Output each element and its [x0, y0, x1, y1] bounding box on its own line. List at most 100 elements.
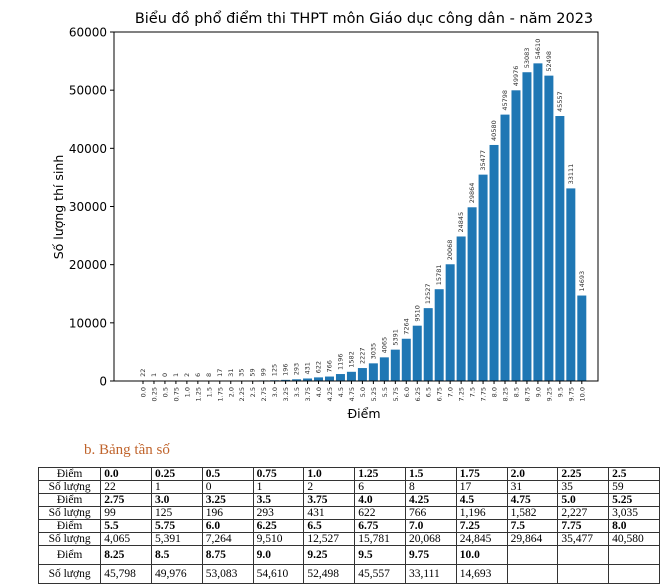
x-tick-label: 8.5	[512, 387, 520, 397]
count-cell	[608, 564, 660, 584]
bar	[390, 349, 400, 381]
count-cell: 99	[100, 506, 152, 520]
bar	[467, 207, 477, 381]
frequency-table: Điểm 0.0 0.25 0.5 0.75 1.0 1.25 1.5 1.75 2.0 2.25 2…	[37, 467, 660, 584]
count-cell: 766	[404, 506, 457, 520]
x-tick-label: 1.75	[216, 387, 224, 401]
x-tick-label: 4.25	[326, 387, 334, 401]
bar	[511, 90, 521, 381]
bar	[292, 379, 302, 381]
bar	[456, 236, 466, 381]
bar-value-label: 7264	[402, 318, 410, 335]
bar-value-label: 6	[194, 373, 202, 377]
count-cell: 622	[354, 506, 406, 520]
bar-value-label: 293	[293, 363, 301, 375]
count-cell: 2,227	[557, 506, 610, 520]
count-cell: 53,083	[201, 564, 254, 584]
bar-value-label: 59	[249, 368, 257, 376]
bar-value-label: 431	[304, 362, 312, 374]
count-row: Số lượng 45,798 49,976 53,083 54,610 52,498 45…	[37, 564, 660, 584]
y-axis-label: Số lượng thí sinh	[51, 155, 66, 260]
bar-value-label: 29864	[468, 183, 476, 204]
plot-frame	[113, 31, 599, 382]
bar-value-label: 24845	[457, 212, 465, 233]
x-tick-label: 9.5	[556, 387, 564, 397]
count-cell: 6	[354, 480, 406, 494]
score-cell: 5.5	[100, 519, 152, 533]
x-tick-label: 5.0	[359, 387, 367, 397]
count-cell: 125	[151, 506, 203, 520]
score-cell: 4.25	[404, 493, 457, 507]
count-cell: 196	[201, 506, 254, 520]
score-cell: 6.5	[303, 519, 356, 533]
bar	[324, 376, 334, 381]
x-tick-label: 9.25	[545, 387, 553, 401]
count-row: Số lượng 22 1 0 1 2 6 8 17 31 35 59	[37, 480, 660, 494]
count-cell: 31	[506, 480, 559, 494]
score-cell: 9.5	[354, 545, 406, 565]
count-cell: 20,068	[404, 532, 457, 546]
x-tick-label: 1.5	[205, 387, 213, 397]
score-row: Điểm 2.75 3.0 3.25 3.5 3.75 4.0 4.25 4.5 4.75 5.0 5…	[37, 493, 660, 507]
bar-value-label: 766	[325, 360, 333, 372]
count-row: Số lượng 99 125 196 293 431 622 766 1,196 1,582 2,…	[37, 506, 660, 520]
score-cell: 4.75	[506, 493, 559, 507]
x-tick-label: 1.25	[194, 387, 202, 401]
score-cell: 1.25	[354, 467, 406, 481]
count-cell: 0	[201, 480, 254, 494]
x-tick-label: 7.0	[447, 387, 455, 397]
score-cell	[557, 545, 610, 565]
score-cell: 8.5	[151, 545, 203, 565]
bar	[314, 377, 324, 381]
count-cell: 1	[151, 480, 203, 494]
score-cell: 5.0	[557, 493, 610, 507]
bar	[577, 295, 587, 381]
bar-value-label: 35	[238, 369, 246, 377]
bar-value-label: 0	[161, 373, 169, 377]
count-row: Số lượng 4,065 5,391 7,264 9,510 12,527 15,781…	[37, 532, 660, 546]
count-cell: 431	[303, 506, 356, 520]
count-cell: 1,196	[455, 506, 508, 520]
bar-value-label: 35477	[479, 150, 487, 171]
bar-value-label: 4065	[380, 337, 388, 354]
bar	[368, 363, 378, 381]
count-cell: 45,798	[100, 564, 152, 584]
score-cell: 9.75	[404, 545, 457, 565]
row-label: Điểm	[37, 545, 102, 565]
score-cell: 3.0	[151, 493, 203, 507]
count-cell: 4,065	[100, 532, 152, 546]
x-tick-label: 2.5	[249, 387, 257, 397]
x-tick-label: 9.75	[567, 387, 575, 401]
y-tick-label: 0	[99, 375, 107, 389]
score-cell: 0.5	[201, 467, 254, 481]
bar-value-label: 20068	[446, 240, 454, 261]
x-tick-label: 2.25	[238, 387, 246, 401]
x-tick-label: 5.25	[370, 387, 378, 401]
bar-value-label: 99	[260, 368, 268, 376]
score-cell	[506, 545, 559, 565]
bar-value-label: 2227	[358, 347, 366, 364]
y-tick-label: 30000	[69, 200, 107, 214]
x-tick-label: 3.25	[282, 387, 290, 401]
x-tick-label: 10.0	[578, 387, 586, 401]
bar-value-label: 1	[150, 373, 158, 377]
score-cell: 6.75	[354, 519, 406, 533]
bar	[478, 174, 488, 381]
bar-value-label: 54610	[534, 39, 542, 60]
score-cell: 3.25	[201, 493, 254, 507]
count-cell: 40,580	[608, 532, 660, 546]
count-cell: 49,976	[151, 564, 203, 584]
count-cell	[557, 564, 610, 584]
score-cell: 0.25	[151, 467, 203, 481]
count-cell: 293	[252, 506, 305, 520]
bar	[423, 308, 433, 381]
count-cell: 35	[557, 480, 610, 494]
bar	[412, 325, 422, 381]
bar-value-label: 33111	[567, 164, 575, 185]
score-cell: 2.0	[506, 467, 559, 481]
bar-value-label: 9510	[413, 305, 421, 322]
bar-value-label: 49976	[512, 66, 520, 87]
bar-value-label: 45798	[501, 90, 509, 111]
score-cell: 7.75	[557, 519, 610, 533]
score-cell: 1.0	[303, 467, 356, 481]
